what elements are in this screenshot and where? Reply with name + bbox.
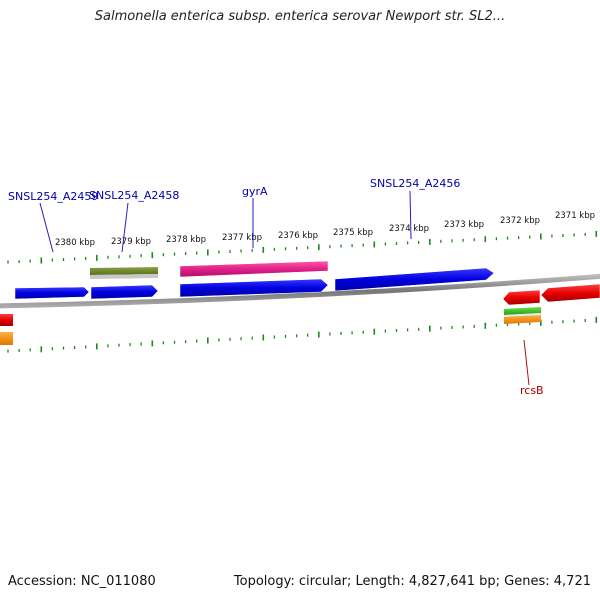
ruler-label: 2380 kbp <box>55 238 95 248</box>
gene-gyrA-highlight[interactable] <box>179 260 329 278</box>
ruler-label: 2377 kbp <box>222 233 262 243</box>
gene-label-SNSL254_A2459[interactable]: SNSL254_A2459 <box>8 190 98 203</box>
map-title: Salmonella enterica subsp. enterica sero… <box>94 9 506 24</box>
genome-backbone <box>0 273 600 309</box>
gene-gyrA[interactable] <box>179 278 329 298</box>
feature-olive-bar[interactable] <box>90 267 158 279</box>
gene-label-rcsB[interactable]: rcsB <box>520 384 544 397</box>
ruler-label: 2373 kbp <box>444 220 484 230</box>
gene-label-gyrA[interactable]: gyrA <box>242 185 268 198</box>
ruler-label: 2376 kbp <box>278 231 318 241</box>
gene-SNSL254_A2458[interactable] <box>90 284 159 300</box>
gene-SNSL254_A2456[interactable] <box>334 267 495 292</box>
gene-reverse-right[interactable] <box>540 283 600 303</box>
ruler-label: 2372 kbp <box>500 216 540 226</box>
label-connectors <box>39 190 530 386</box>
gene-SNSL254_A2459[interactable] <box>14 286 90 300</box>
outer-tick-ring <box>7 230 598 264</box>
ruler-label: 2375 kbp <box>333 228 373 238</box>
feature-rcsB-tracks[interactable] <box>504 307 541 324</box>
gene-label-SNSL254_A2456[interactable]: SNSL254_A2456 <box>370 177 460 190</box>
gene-label-SNSL254_A2458[interactable]: SNSL254_A2458 <box>89 189 179 202</box>
genome-summary: Topology: circular; Length: 4,827,641 bp… <box>233 574 591 589</box>
feature-orange-left-edge[interactable] <box>0 332 13 345</box>
accession-label: Accession: NC_011080 <box>8 574 156 589</box>
gene-rcsB[interactable] <box>502 289 541 306</box>
ruler-labels: 2380 kbp 2379 kbp 2378 kbp 2377 kbp 2376 kbp… <box>55 211 595 248</box>
inner-tick-ring <box>7 316 598 353</box>
ruler-label: 2378 kbp <box>166 235 206 245</box>
ruler-label: 2379 kbp <box>111 237 151 247</box>
ruler-label: 2374 kbp <box>389 224 429 234</box>
gene-reverse-left-edge[interactable] <box>0 314 13 326</box>
ruler-label: 2371 kbp <box>555 211 595 221</box>
